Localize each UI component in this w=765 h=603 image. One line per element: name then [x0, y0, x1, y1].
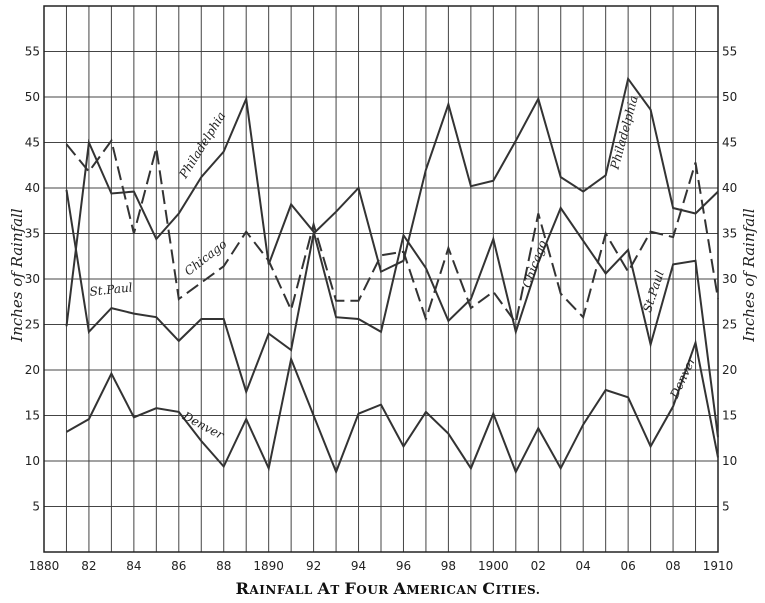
y-tick-label-right: 10	[722, 454, 737, 468]
series-label-philadelphia: Philadelphia	[176, 109, 228, 181]
y-tick-label-right: 45	[722, 136, 737, 150]
y-tick-label-left: 10	[25, 454, 40, 468]
series-label-st-paul: St.Paul	[89, 280, 134, 298]
y-tick-label-left: 15	[25, 409, 40, 423]
chart-title: RAINFALL AT FOUR AMERICAN CITIES.	[236, 579, 541, 598]
x-axis-ticks: 1880 82 84 86 88 1890 92 94 96 98 1900 02 04 06 08 1910	[29, 559, 734, 573]
x-tick-label: 08	[665, 559, 680, 573]
y-tick-label-left: 20	[25, 363, 40, 377]
grid-lines	[43, 5, 719, 553]
y-tick-label-left: 55	[25, 45, 40, 59]
y-axis-title-left: Inches of Rainfall	[8, 208, 26, 343]
y-tick-label-left: 30	[25, 272, 40, 286]
x-tick-label: 04	[576, 559, 591, 573]
x-tick-label: 82	[81, 559, 96, 573]
y-tick-label-left: 45	[25, 136, 40, 150]
series-label-chicago: Chicago	[182, 237, 230, 279]
y-tick-label-left: 35	[25, 227, 40, 241]
series-lines	[65, 76, 719, 475]
x-tick-label: 1890	[253, 559, 284, 573]
y-tick-label-right: 40	[722, 181, 737, 195]
plot-frame	[43, 5, 719, 553]
x-tick-label: 1880	[29, 559, 60, 573]
y-axis-title-right: Inches of Rainfall	[740, 208, 758, 343]
x-tick-label: 94	[351, 559, 366, 573]
series-line-st-paul	[65, 95, 719, 438]
series-label-chicago: Chicago	[519, 238, 549, 289]
x-tick-label: 86	[171, 559, 186, 573]
x-tick-label: 96	[396, 559, 411, 573]
y-tick-label-left: 40	[25, 181, 40, 195]
x-tick-label: 1910	[703, 559, 734, 573]
y-axis-ticks-right: 5 10 15 20 25 30 35 40 45 50 55	[722, 45, 737, 514]
series-label-st-paul: St.Paul	[640, 269, 667, 314]
x-tick-label: 92	[306, 559, 321, 573]
y-tick-label-right: 15	[722, 409, 737, 423]
x-tick-label: 88	[216, 559, 231, 573]
x-tick-label: 84	[126, 559, 141, 573]
series-label-denver: Denver	[667, 353, 699, 401]
y-tick-label-right: 50	[722, 90, 737, 104]
y-tick-label-right: 30	[722, 272, 737, 286]
series-line-chicago	[65, 138, 719, 326]
x-tick-label: 06	[620, 559, 635, 573]
x-tick-label: 98	[441, 559, 456, 573]
y-tick-label-left: 5	[32, 500, 40, 514]
y-tick-label-right: 5	[722, 500, 730, 514]
series-label-denver: Denver	[180, 409, 227, 443]
series-line-philadelphia	[65, 76, 719, 395]
x-tick-label: 1900	[478, 559, 509, 573]
series-line-denver	[66, 338, 719, 475]
y-tick-label-left: 50	[25, 90, 40, 104]
x-tick-label: 02	[531, 559, 546, 573]
y-tick-label-right: 35	[722, 227, 737, 241]
y-axis-ticks-left: 5 10 15 20 25 30 35 40 45 50 55	[25, 45, 40, 514]
y-tick-label-right: 25	[722, 318, 737, 332]
y-tick-label-right: 20	[722, 363, 737, 377]
y-tick-label-right: 55	[722, 45, 737, 59]
y-tick-label-left: 25	[25, 318, 40, 332]
series-label-philadelphia: Philadelphia	[607, 94, 640, 172]
